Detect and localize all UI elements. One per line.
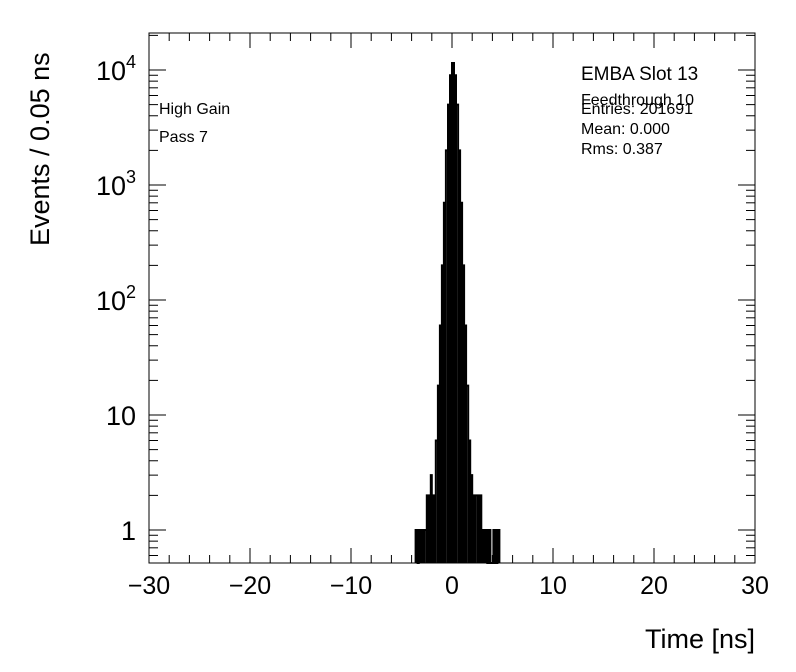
x-tick-label: 20 — [640, 572, 668, 600]
y-tick-label: 104 — [96, 52, 136, 86]
annotation-high-gain: High Gain — [159, 101, 230, 118]
x-tick-label: −10 — [330, 572, 372, 600]
histogram-line — [414, 62, 501, 564]
stats-feedthrough: Feedthrough 10 — [581, 92, 694, 109]
stats-mean: Mean: 0.000 — [581, 121, 670, 138]
x-tick-label: 0 — [445, 572, 459, 600]
stats-entries: Entries: 201691 — [581, 101, 693, 118]
x-tick-label: −30 — [128, 572, 170, 600]
y-tick-label: 103 — [96, 167, 136, 201]
annotation-pass: Pass 7 — [159, 129, 208, 146]
y-tick-label: 1 — [121, 516, 136, 546]
x-tick-label: 10 — [539, 572, 567, 600]
y-tick-labels: 1 10 102 103 104 — [96, 52, 136, 546]
x-axis-label: Time [ns] — [645, 624, 755, 654]
y-axis-label: Events / 0.05 ns — [25, 52, 55, 246]
y-tick-label: 10 — [106, 401, 136, 431]
y-tick-label: 102 — [96, 282, 136, 316]
stats-title: EMBA Slot 13 — [581, 64, 698, 85]
x-tick-label: 30 — [741, 572, 769, 600]
x-tick-labels: −30 −20 −10 0 10 20 30 — [128, 572, 769, 600]
x-tick-label: −20 — [229, 572, 271, 600]
axis-ticks — [148, 33, 756, 563]
stats-rms: Rms: 0.387 — [581, 141, 663, 158]
